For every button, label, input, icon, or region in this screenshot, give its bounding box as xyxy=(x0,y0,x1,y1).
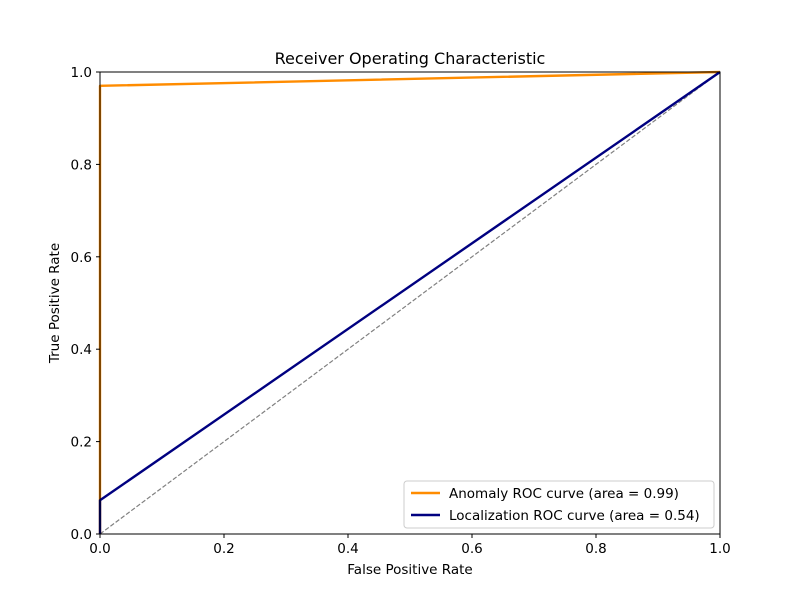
y-tick-label: 0.4 xyxy=(71,342,92,358)
x-tick-label: 0.8 xyxy=(585,541,606,557)
y-tick-label: 1.0 xyxy=(71,65,92,81)
chart-title: Receiver Operating Characteristic xyxy=(275,49,546,68)
x-axis-label: False Positive Rate xyxy=(347,562,472,578)
legend-label-2: Localization ROC curve (area = 0.54) xyxy=(449,508,700,524)
y-tick-label: 0.2 xyxy=(71,435,92,451)
axis-ticks: 0.0 0.2 0.4 0.6 0.8 1.0 0.0 0.2 0.4 0.6 0.8 1.0 xyxy=(71,65,731,557)
y-tick-label: 0.6 xyxy=(71,250,92,266)
plot-frame xyxy=(99,71,721,535)
legend-box xyxy=(403,480,715,529)
x-tick-label: 0.6 xyxy=(461,541,482,557)
x-tick-label: 0.2 xyxy=(213,541,234,557)
y-tick-label: 0.8 xyxy=(71,157,92,173)
chance-reference-line xyxy=(99,71,721,535)
x-tick-label: 0.4 xyxy=(337,541,358,557)
x-tick-label: 0.0 xyxy=(89,541,110,557)
legend-label-1: Anomaly ROC curve (area = 0.99) xyxy=(449,486,679,502)
y-tick-label: 0.0 xyxy=(71,527,92,543)
x-tick-label: 1.0 xyxy=(709,541,730,557)
legend: Anomaly ROC curve (area = 0.99) Localizat… xyxy=(403,480,715,529)
y-axis-label: True Positive Rate xyxy=(47,243,63,364)
